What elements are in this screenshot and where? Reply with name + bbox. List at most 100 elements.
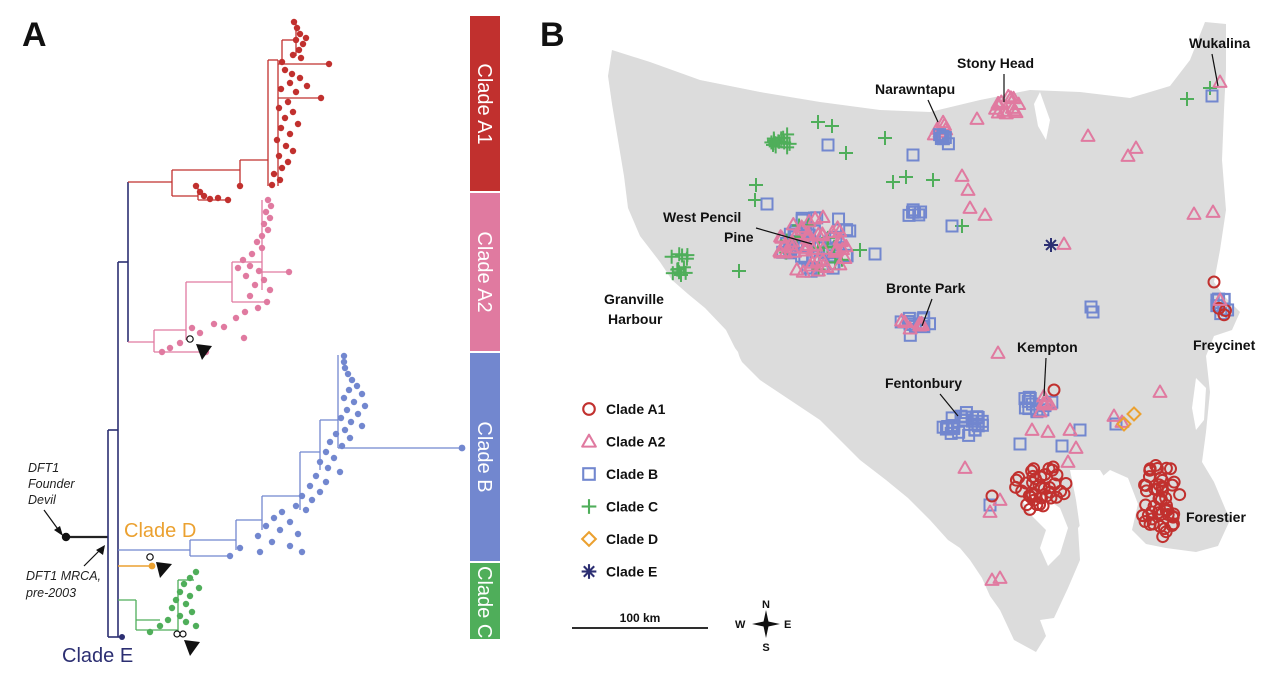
marker-square [821, 138, 835, 152]
marker-circle [1156, 530, 1170, 544]
east-coast-bay [1192, 378, 1206, 430]
marker-square [1205, 89, 1219, 103]
marker-plus [878, 131, 892, 145]
marker-circle [1158, 522, 1172, 536]
marker-triangle [962, 200, 978, 214]
marker-triangle [957, 460, 973, 474]
marker-plus [886, 175, 900, 189]
marker-triangle [1060, 454, 1076, 468]
marker-circle [1057, 487, 1071, 501]
tips-clade-a1 [192, 18, 333, 204]
place-labels: Stony Head Wukalina Narawntapu West Penc… [604, 35, 1256, 525]
marker-circle [985, 489, 999, 503]
marker-triangle [794, 222, 810, 236]
marker-plus [811, 115, 825, 129]
marker-circle [1028, 488, 1042, 502]
marker-circle [1026, 469, 1040, 483]
marker-triangle [1152, 384, 1168, 398]
sample-markers [664, 74, 1235, 586]
marker-triangle [977, 207, 993, 221]
clade-bar-c [470, 563, 500, 639]
storm-bay [1070, 470, 1110, 530]
north-estuary [1034, 92, 1050, 140]
marker-triangle [801, 214, 817, 228]
clade-e-label: Clade E [62, 645, 133, 667]
marker-plus [766, 131, 781, 146]
marker-square [957, 413, 971, 427]
marker-square [760, 197, 774, 211]
marker-plus [749, 178, 763, 192]
marker-triangle [810, 263, 826, 277]
compass-n: N [762, 599, 770, 611]
marker-circle [1045, 463, 1059, 477]
marker-triangle [1080, 128, 1096, 142]
legend: Clade A1 Clade A2 Clade B Clade C Clade D Cla… [580, 401, 666, 580]
marker-circle [1212, 301, 1226, 315]
marker-circle [1165, 519, 1179, 533]
founder-note-line3: Devil [28, 493, 57, 507]
marker-plus [782, 136, 797, 151]
marker-triangle [1004, 100, 1020, 114]
marker-diamond [1126, 406, 1142, 422]
marker-triangle [772, 243, 788, 258]
marker-circle [1138, 514, 1152, 528]
marker-square [1055, 439, 1069, 453]
tips-clade-c [146, 568, 203, 636]
macquarie-harbour [712, 330, 744, 376]
tip-clade-d [148, 562, 156, 570]
marker-triangle [1062, 422, 1078, 436]
marker-triangle [1000, 88, 1016, 103]
marker-triangle [807, 210, 823, 225]
place-stony-head: Stony Head [957, 55, 1034, 71]
compass-s: S [762, 642, 769, 654]
marker-diamond [1116, 416, 1132, 432]
founder-node [61, 532, 71, 542]
marker-square [582, 467, 596, 481]
panel-b: B Stony Head Wukalina Narawntapu West Pe… [540, 16, 1256, 654]
marker-triangle [1042, 396, 1058, 411]
clade-bar-label-a2: Clade A2 [473, 231, 495, 312]
marker-triangle [960, 182, 976, 196]
marker-plus [899, 170, 913, 184]
marker-square [939, 422, 953, 436]
scale-bar: 100 km [572, 611, 708, 629]
marker-circle [582, 402, 596, 416]
place-kempton: Kempton [1017, 339, 1078, 355]
marker-triangle [832, 232, 848, 246]
ancestral-sample-a2 [186, 335, 194, 343]
marker-triangle [819, 259, 835, 274]
marker-triangle [1128, 140, 1144, 154]
marker-square [1023, 392, 1037, 406]
marker-triangle [1024, 422, 1040, 436]
place-bronte-park: Bronte Park [886, 280, 966, 296]
arrowhead-b [156, 562, 172, 578]
legend-label-d: Clade D [606, 531, 658, 547]
compass-w: W [735, 619, 746, 631]
scale-bar-label: 100 km [620, 611, 661, 625]
clade-bar-label-c: Clade C [473, 566, 495, 638]
marker-circle [1034, 470, 1048, 484]
marker-plus [926, 173, 940, 187]
marker-triangle [935, 114, 951, 129]
legend-label-a2: Clade A2 [606, 434, 666, 450]
marker-triangle [1040, 424, 1056, 438]
marker-triangle [832, 257, 848, 271]
marker-triangle [783, 237, 799, 251]
marker-plus [839, 146, 853, 160]
marker-circle [1139, 484, 1153, 498]
clade-e-node [119, 634, 125, 640]
marker-square [933, 128, 947, 142]
panel-b-letter: B [540, 16, 565, 54]
marker-square [1022, 390, 1036, 404]
marker-triangle [798, 240, 814, 254]
clade-d-label: Clade D [124, 520, 196, 542]
marker-plus [748, 193, 762, 207]
tree-backbone [61, 182, 129, 640]
marker-circle [1155, 484, 1169, 498]
legend-label-b: Clade B [606, 466, 658, 482]
marker-triangle [1114, 414, 1130, 428]
marker-plus [664, 249, 679, 264]
marker-triangle [785, 216, 801, 231]
tips-clade-b [226, 352, 369, 560]
